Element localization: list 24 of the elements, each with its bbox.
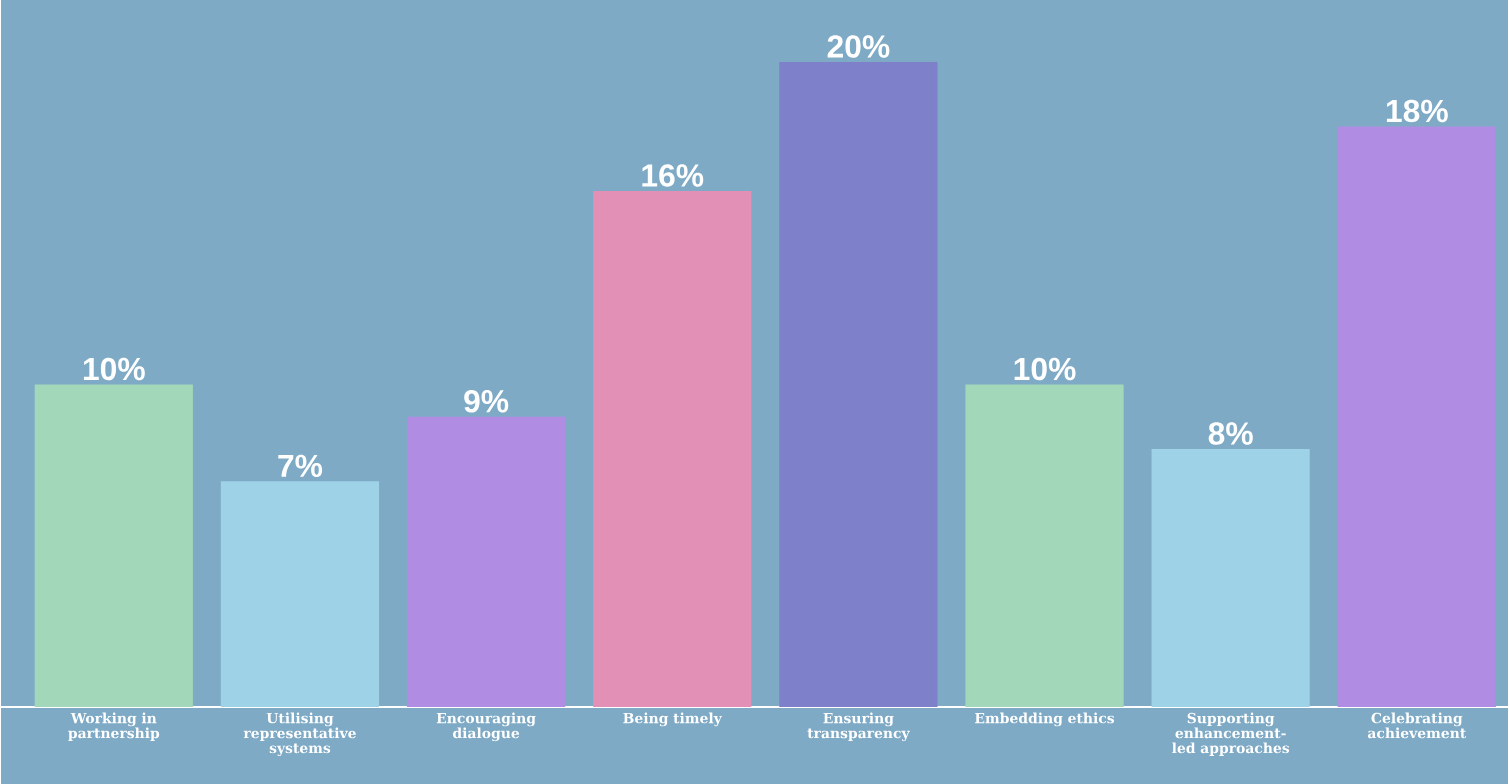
x-tick-label: Utilising representative systems <box>243 712 356 757</box>
bar <box>1151 449 1310 708</box>
bar <box>779 61 938 708</box>
x-tick-label: Celebrating achievement <box>1367 712 1467 739</box>
bar <box>593 190 752 708</box>
x-tick-label: Working in partnership <box>68 712 160 741</box>
data-label: 20% <box>827 35 890 58</box>
data-label: 8% <box>1208 422 1253 445</box>
bar <box>220 481 380 708</box>
data-label: 18% <box>1386 99 1448 123</box>
bar <box>406 416 566 708</box>
bar <box>965 384 1124 708</box>
data-label: 10% <box>1014 357 1076 381</box>
bar <box>34 384 193 708</box>
data-label: 7% <box>278 454 323 478</box>
x-tick-label: Ensuring transparency <box>807 712 910 742</box>
data-label: 16% <box>642 164 704 187</box>
x-tick-label: Embedding ethics <box>975 712 1115 727</box>
x-tick-label: Being timely <box>623 712 723 727</box>
bar <box>1337 126 1496 708</box>
x-tick-label: Encouraging dialogue <box>436 712 536 742</box>
x-tick-label: Supporting enhancement-led approaches <box>1172 712 1290 756</box>
data-label: 10% <box>83 357 145 381</box>
data-label: 9% <box>464 390 509 413</box>
